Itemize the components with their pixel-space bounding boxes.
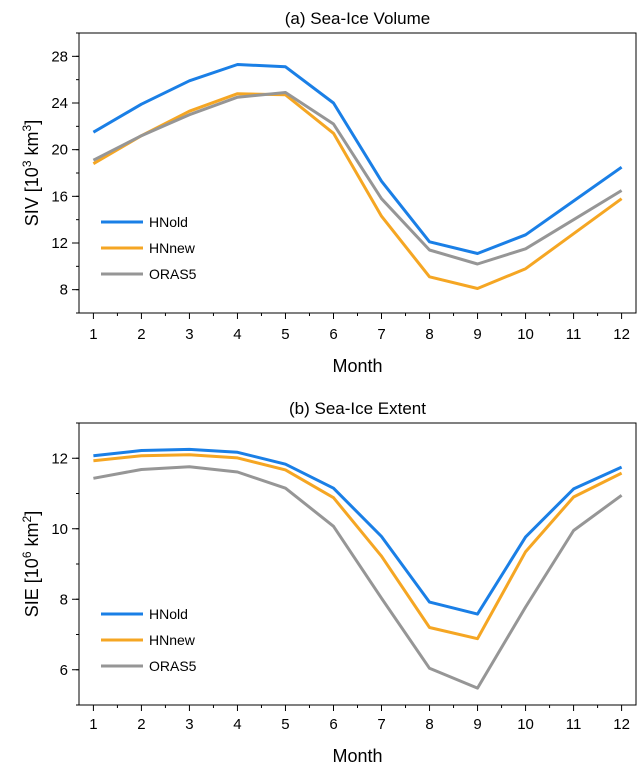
series-line-hnnew — [92, 92, 623, 290]
y-axis-label-part: ] — [22, 511, 42, 516]
x-tick-label: 11 — [566, 716, 582, 733]
x-tick-label: 8 — [425, 716, 433, 733]
legend-label: HNold — [149, 606, 188, 622]
series-line-hnold — [93, 447, 623, 616]
y-axis-label-part: SIV [10 — [22, 167, 42, 226]
legend: HNold HNnew ORAS5 — [101, 606, 197, 674]
x-tick-label: 9 — [473, 716, 481, 733]
legend-label: HNnew — [149, 240, 196, 256]
x-tick-label: 9 — [473, 326, 481, 343]
x-tick-label: 2 — [137, 326, 145, 343]
x-tick-label: 10 — [517, 716, 534, 733]
y-tick-label: 28 — [51, 48, 68, 65]
legend-label: HNnew — [149, 632, 196, 648]
y-axis-label-superscript: 2 — [20, 515, 34, 522]
x-tick-label: 3 — [185, 326, 193, 343]
legend-label: ORAS5 — [149, 658, 197, 674]
x-tick-label: 8 — [425, 326, 433, 343]
y-tick-label: 12 — [51, 235, 68, 252]
y-tick-label: 12 — [51, 450, 68, 467]
x-tick-label: 2 — [137, 716, 145, 733]
legend: HNold HNnew ORAS5 — [101, 214, 197, 282]
y-tick-label: 8 — [60, 591, 68, 608]
chart-title: (b) Sea-Ice Extent — [289, 399, 426, 418]
y-axis-label-part: km — [22, 522, 42, 551]
y-axis-label-superscript: 3 — [20, 160, 34, 167]
x-tick-label: 7 — [377, 326, 385, 343]
x-axis-label: Month — [332, 356, 382, 376]
x-tick-label: 3 — [185, 716, 193, 733]
y-axis-label: SIV [103 km3] — [20, 120, 42, 226]
x-axis-label: Month — [332, 746, 382, 766]
x-tick-label: 7 — [377, 716, 385, 733]
x-tick-label: 1 — [89, 326, 97, 343]
y-axis-label-superscript: 3 — [20, 124, 34, 131]
legend-label: HNold — [149, 214, 188, 230]
legend-label: ORAS5 — [149, 266, 197, 282]
y-tick-label: 24 — [51, 95, 68, 112]
y-axis-label-part: ] — [22, 120, 42, 125]
x-tick-label: 5 — [281, 326, 289, 343]
series-line-oras5 — [93, 465, 623, 690]
x-tick-label: 1 — [89, 716, 97, 733]
y-tick-label: 10 — [51, 521, 68, 538]
x-tick-label: 10 — [517, 326, 534, 343]
x-tick-label: 4 — [233, 716, 241, 733]
chart-title: (a) Sea-Ice Volume — [285, 9, 431, 28]
y-tick-label: 16 — [51, 188, 68, 205]
y-tick-label: 20 — [51, 142, 68, 159]
y-tick-label: 6 — [60, 662, 68, 679]
x-tick-label: 5 — [281, 716, 289, 733]
x-tick-label: 6 — [329, 716, 337, 733]
y-axis-label-part: km — [22, 131, 42, 160]
x-tick-label: 11 — [566, 326, 582, 343]
y-tick-label: 8 — [60, 282, 68, 299]
y-axis-label: SIE [106 km2] — [20, 511, 42, 617]
y-axis-label-part: SIE [10 — [22, 558, 42, 617]
x-tick-label: 12 — [613, 716, 630, 733]
series-line-hnold — [92, 63, 623, 255]
series-line-oras5 — [92, 91, 623, 266]
series-line-hnnew — [93, 453, 623, 641]
x-tick-label: 12 — [613, 326, 630, 343]
x-tick-label: 4 — [233, 326, 241, 343]
y-axis-label-superscript: 6 — [20, 551, 34, 558]
x-tick-label: 6 — [329, 326, 337, 343]
